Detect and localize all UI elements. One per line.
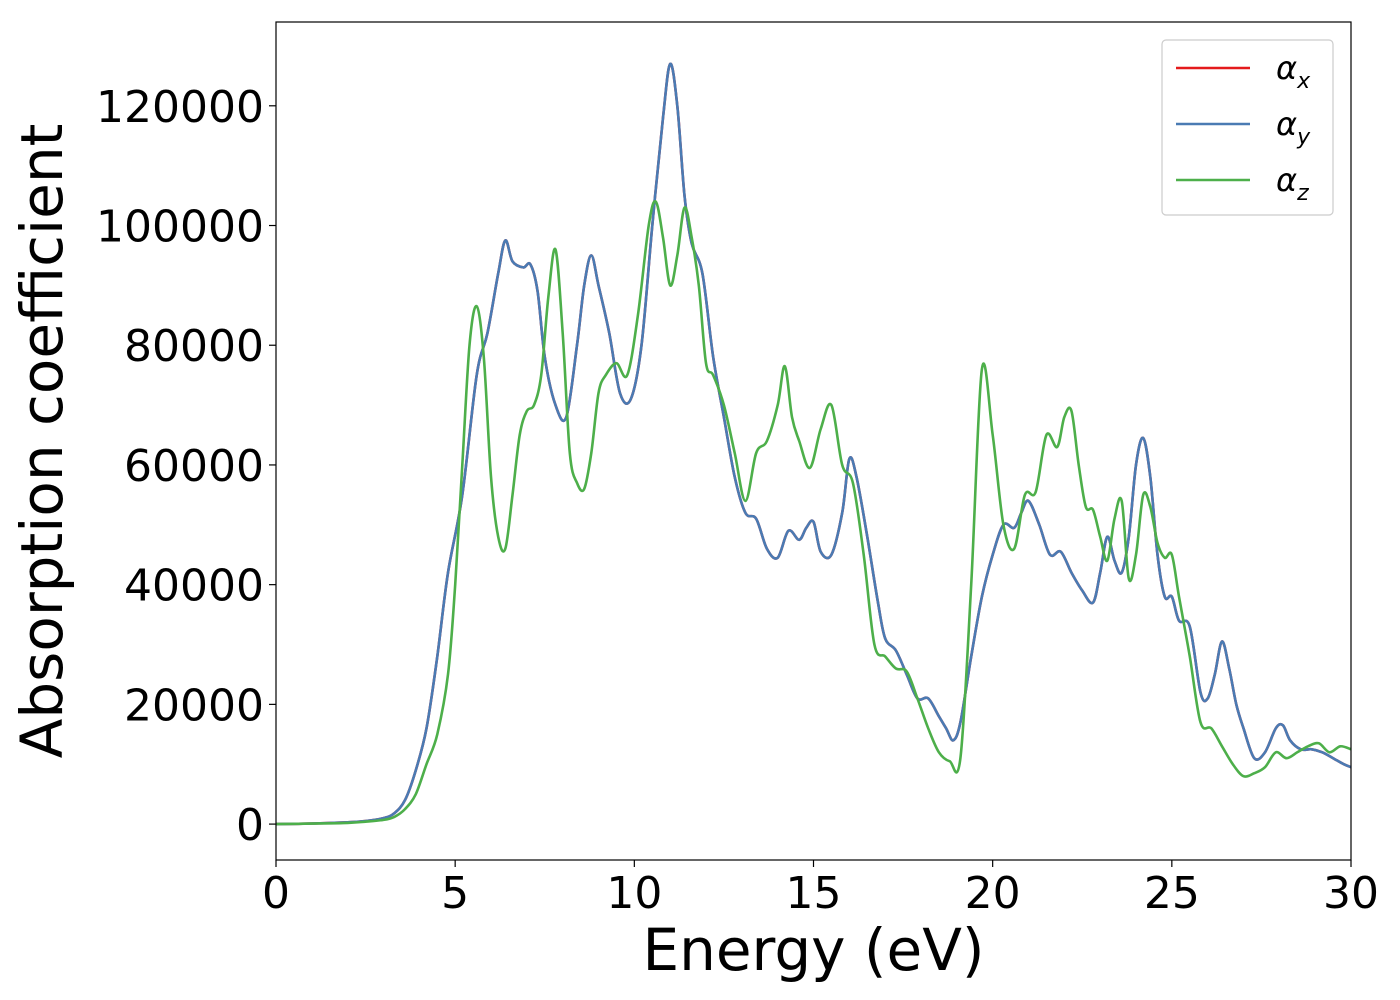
x-tick-label: 30: [1323, 868, 1379, 919]
y-tick-label: 0: [236, 800, 264, 851]
legend-label-x: αx: [1276, 49, 1311, 94]
y-tick-label: 20000: [124, 680, 264, 731]
series-layer: [276, 62, 1351, 826]
legend-label-z: αz: [1276, 161, 1309, 206]
series-line-y: [276, 62, 1351, 826]
y-tick-label: 80000: [124, 321, 264, 372]
x-axis-title: Energy (eV): [642, 916, 984, 984]
x-tick-label: 10: [606, 868, 662, 919]
legend-label-y: αy: [1276, 105, 1311, 150]
series-line-z: [276, 199, 1351, 826]
x-tick-label: 15: [786, 868, 842, 919]
x-tick-label: 25: [1144, 868, 1200, 919]
x-tick-label: 5: [441, 868, 469, 919]
y-tick-label: 40000: [124, 561, 264, 612]
y-axis-title: Absorption coefficient: [8, 124, 76, 759]
y-tick-label: 100000: [96, 202, 264, 253]
y-tick-label: 60000: [124, 441, 264, 492]
ticks-layer: 0 5 10 15 20 25 30 0 20000 40000 60000 80000 100000 1…: [96, 82, 1379, 919]
legend: αx αy αz: [1161, 39, 1334, 216]
x-tick-label: 20: [965, 868, 1021, 919]
legend-box: [1161, 39, 1334, 216]
x-tick-label: 0: [262, 868, 290, 919]
y-tick-label: 120000: [96, 82, 264, 133]
